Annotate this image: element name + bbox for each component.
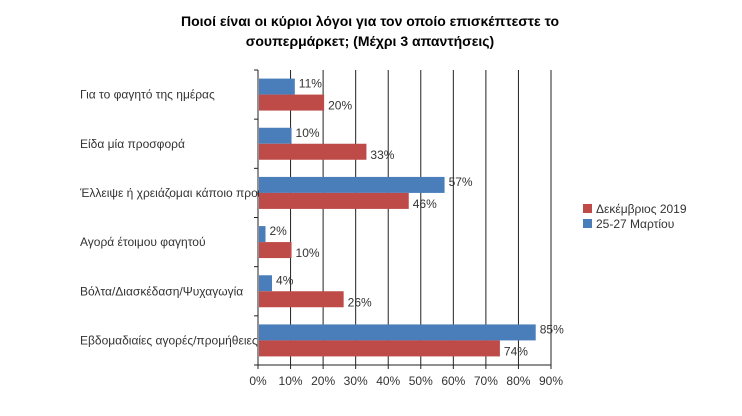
chart-title-line1: Ποιοί είναι οι κύριοι λόγοι για τον οποί… [181,13,559,29]
bar-march [259,226,266,243]
x-tick-label: 80% [506,374,530,388]
data-label: 85% [540,322,564,336]
x-tick-label: 70% [474,374,498,388]
data-label: 10% [296,126,320,140]
x-tick-label: 0% [249,374,267,388]
category-label: Αγορά έτοιμου φαγητού [80,235,206,249]
bar-december [259,291,344,308]
data-label: 33% [370,148,394,162]
data-label: 74% [504,344,528,358]
data-label: 10% [296,246,320,260]
category-label: Έλλειψε ή χρειάζομαι κάποιο προϊόν [79,186,273,200]
data-label: 46% [413,197,437,211]
legend-swatch [583,204,592,213]
category-label: Για το φαγητό της ημέρας [80,88,215,102]
data-label: 11% [299,77,322,91]
x-tick-label: 20% [311,374,335,388]
legend-label: 25-27 Μαρτίου [596,217,674,231]
data-label: 26% [348,295,372,309]
data-label: 20% [328,99,352,113]
category-label: Είδα μία προσφορά [80,137,185,151]
bar-march [259,324,536,341]
bar-december [259,192,409,209]
x-tick-label: 90% [539,374,563,388]
bar-march [259,78,295,95]
x-tick-label: 10% [279,374,303,388]
x-tick-label: 50% [409,374,433,388]
bar-march [259,127,292,144]
data-label: 57% [449,175,473,189]
bar-march [259,275,273,292]
category-label: Βόλτα/Διασκέδαση/Ψυχαγωγία [80,284,243,298]
x-tick-label: 30% [344,374,368,388]
data-label: 4% [276,273,294,287]
x-tick-label: 60% [441,374,465,388]
chart-title-line2: σουπερμάρκετ; (Μέχρι 3 απαντήσεις) [246,33,494,49]
legend-swatch [583,219,592,228]
bar-december [259,242,292,259]
category-label: Εβδομαδιαίες αγορές/προμήθειες [80,333,258,347]
bar-march [259,176,445,193]
bar-december [259,94,325,111]
legend-label: Δεκέμβριος 2019 [596,202,687,216]
bar-december [259,340,500,357]
x-tick-label: 40% [376,374,400,388]
data-label: 2% [270,224,288,238]
bar-december [259,143,367,160]
